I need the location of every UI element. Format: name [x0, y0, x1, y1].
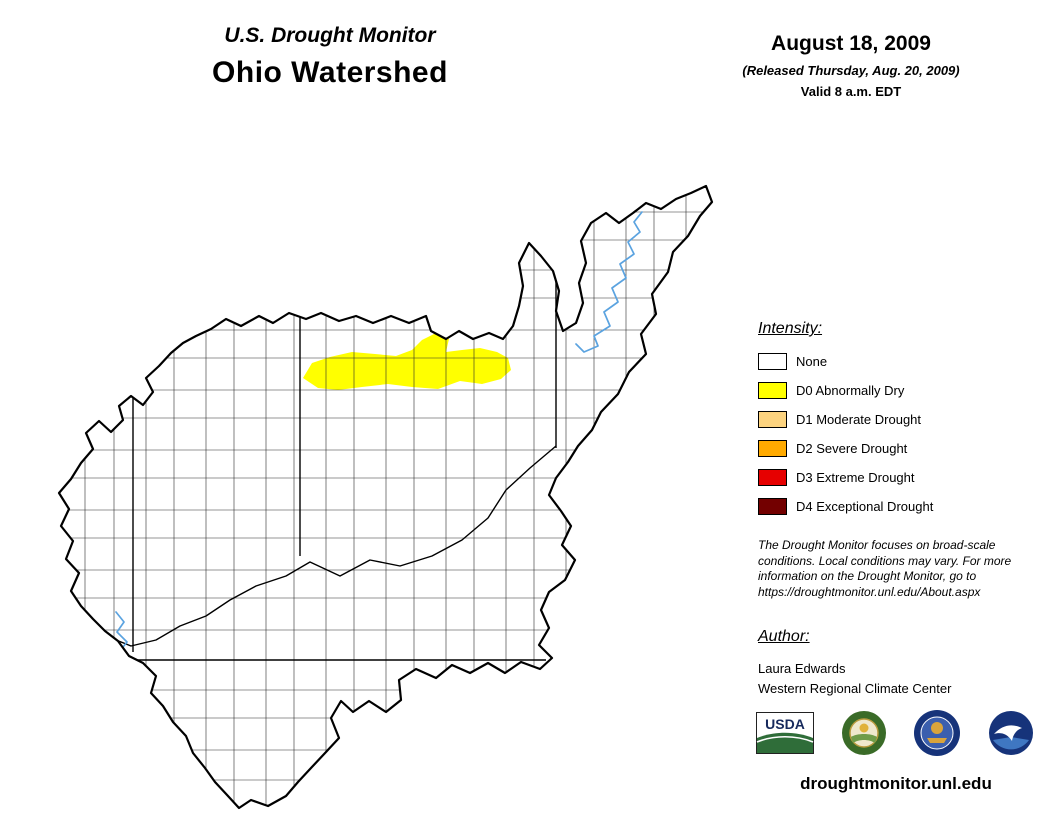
map-date: August 18, 2009	[771, 32, 931, 55]
legend-label-d0: D0 Abnormally Dry	[796, 382, 905, 398]
legend-swatch-d2	[758, 439, 787, 457]
legend-item-d4: D4 Exceptional Drought	[758, 497, 1043, 515]
valid-time: Valid 8 a.m. EDT	[800, 84, 902, 99]
legend-item-none: None	[758, 352, 1043, 370]
legend-item-d2: D2 Severe Drought	[758, 439, 1043, 457]
usda-logo: USDA	[756, 712, 814, 754]
disclaimer-text: The Drought Monitor focuses on broad-sca…	[758, 538, 1038, 600]
legend-label-d3: D3 Extreme Drought	[796, 469, 915, 485]
title-block: U.S. Drought Monitor Ohio Watershed	[130, 24, 530, 90]
usda-logo-text: USDA	[765, 716, 805, 732]
disclaimer-url: https://droughtmonitor.unl.edu/About.asp…	[758, 584, 981, 599]
watershed-base	[59, 186, 712, 808]
legend-title: Intensity:	[758, 320, 823, 337]
disclaimer-line-1: The Drought Monitor focuses on broad-sca…	[758, 538, 996, 552]
legend-item-d3: D3 Extreme Drought	[758, 468, 1043, 486]
watershed-map	[30, 168, 730, 816]
report-title: U.S. Drought Monitor	[224, 24, 436, 47]
legend-label-d2: D2 Severe Drought	[796, 440, 908, 456]
author-block: Author: Laura Edwards Western Regional C…	[758, 628, 1038, 699]
release-date: (Released Thursday, Aug. 20, 2009)	[742, 63, 960, 78]
disclaimer-line-2: conditions. Local conditions may vary. F…	[758, 553, 1012, 568]
commerce-seal-logo	[914, 710, 961, 756]
legend-label-d4: D4 Exceptional Drought	[796, 498, 934, 514]
river-northeast-branch	[681, 239, 701, 269]
legend-item-d1: D1 Moderate Drought	[758, 410, 1043, 428]
legend-swatch-none	[758, 352, 787, 370]
author-org: Western Regional Climate Center	[758, 681, 952, 696]
legend-label-d1: D1 Moderate Drought	[796, 411, 922, 427]
droughtmonitor-url: droughtmonitor.unl.edu	[800, 774, 992, 793]
date-block: August 18, 2009 (Released Thursday, Aug.…	[726, 32, 976, 99]
agency-logos: USDA	[756, 708, 1034, 758]
author-name: Laura Edwards	[758, 661, 846, 676]
disclaimer-line-3: information on the Drought Monitor, go t…	[758, 569, 977, 583]
watershed-outline	[57, 184, 714, 810]
region-title: Ohio Watershed	[212, 56, 448, 89]
legend-swatch-d1	[758, 410, 787, 428]
river-northeast	[575, 211, 643, 353]
noaa-logo	[988, 711, 1033, 755]
legend-swatch-d0	[758, 381, 787, 399]
author-heading: Author:	[758, 628, 810, 645]
watershed-map-svg	[57, 184, 714, 810]
legend-item-d0: D0 Abnormally Dry	[758, 381, 1043, 399]
legend-label-none: None	[796, 353, 828, 369]
ndmc-logo	[841, 711, 886, 755]
d0-drought-area	[303, 333, 511, 390]
intensity-legend: Intensity: None D0 Abnormally Dry D1 Mod…	[758, 320, 1043, 526]
state-borders	[70, 230, 557, 661]
legend-swatch-d3	[758, 468, 787, 486]
legend-swatch-d4	[758, 497, 787, 515]
